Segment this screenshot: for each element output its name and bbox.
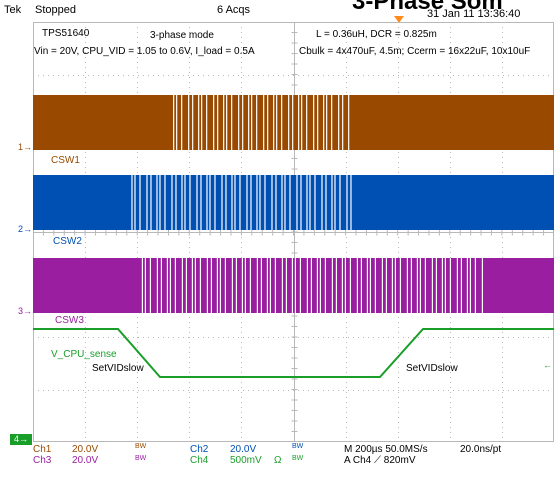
acquisition-status: Stopped — [35, 4, 76, 16]
csw2-band — [33, 175, 554, 230]
timebase-readout[interactable]: M 200µs 50.0MS/s — [344, 444, 428, 455]
trigger-position-icon[interactable] — [394, 16, 404, 23]
inductor-label: L = 0.36uH, DCR = 0.825m — [316, 29, 437, 40]
waveform-traces — [33, 95, 554, 378]
ch2-scale: 20.0V — [230, 444, 257, 455]
ch1-scale: 20.0V — [72, 444, 99, 455]
chip-label: TPS51640 — [42, 28, 90, 39]
ch4-bw-icon: BW — [292, 455, 304, 462]
ch3-scale: 20.0V — [72, 455, 99, 466]
sample-interval: 20.0ns/pt — [460, 444, 502, 455]
v-cpu-sense-trace — [33, 328, 554, 378]
caps-label: Cbulk = 4x470uF, 4.5m; Ccerm = 16x22uF, … — [299, 46, 531, 57]
trigger-readout[interactable]: A Ch4 ⟋ 820mV — [344, 455, 416, 466]
status-bar: Tek Stopped 6 Acqs — [0, 0, 554, 22]
csw2-label: CSW2 — [53, 236, 82, 247]
ch3-label[interactable]: Ch3 — [33, 455, 52, 466]
ch4-ohm-icon: Ω — [274, 455, 282, 466]
graticule-grid — [33, 22, 554, 442]
csw1-band — [33, 95, 554, 150]
ch4-label[interactable]: Ch4 — [190, 455, 209, 466]
vsense-label: V_CPU_sense — [51, 349, 117, 360]
ch1-ground-marker[interactable]: 1→ — [18, 142, 33, 152]
ch4-scale: 500mV — [230, 455, 262, 466]
csw3-label: CSW3 — [55, 315, 84, 326]
ch1-label[interactable]: Ch1 — [33, 444, 52, 455]
mode-label: 3-phase mode — [150, 30, 214, 41]
acquisition-count: 6 Acqs — [217, 4, 251, 16]
ch1-bw-icon: BW — [135, 443, 147, 450]
page-title: 3-Phase Som — [352, 0, 503, 15]
conditions-label: Vin = 20V, CPU_VID = 1.05 to 0.6V, I_loa… — [34, 46, 255, 57]
brand-label: Tek — [4, 4, 22, 16]
ch4-ground-marker[interactable]: 4→ — [10, 434, 32, 445]
setvid-left-label: SetVIDslow — [92, 363, 144, 374]
trigger-level-icon[interactable]: ← — [543, 360, 552, 370]
csw1-label: CSW1 — [51, 155, 80, 166]
waveform-graticule[interactable] — [33, 22, 554, 442]
ch3-ground-marker[interactable]: 3→ — [18, 306, 33, 316]
ch2-label[interactable]: Ch2 — [190, 444, 209, 455]
ch3-bw-icon: BW — [135, 455, 147, 462]
readout-panel: Ch1 20.0V BW Ch2 20.0V BW M 200µs 50.0MS… — [0, 442, 554, 478]
setvid-right-label: SetVIDslow — [406, 363, 458, 374]
ch2-bw-icon: BW — [292, 443, 304, 450]
ch2-ground-marker[interactable]: 2→ — [18, 224, 33, 234]
datetime-label: 31 Jan 11 13:36:40 — [427, 8, 521, 20]
